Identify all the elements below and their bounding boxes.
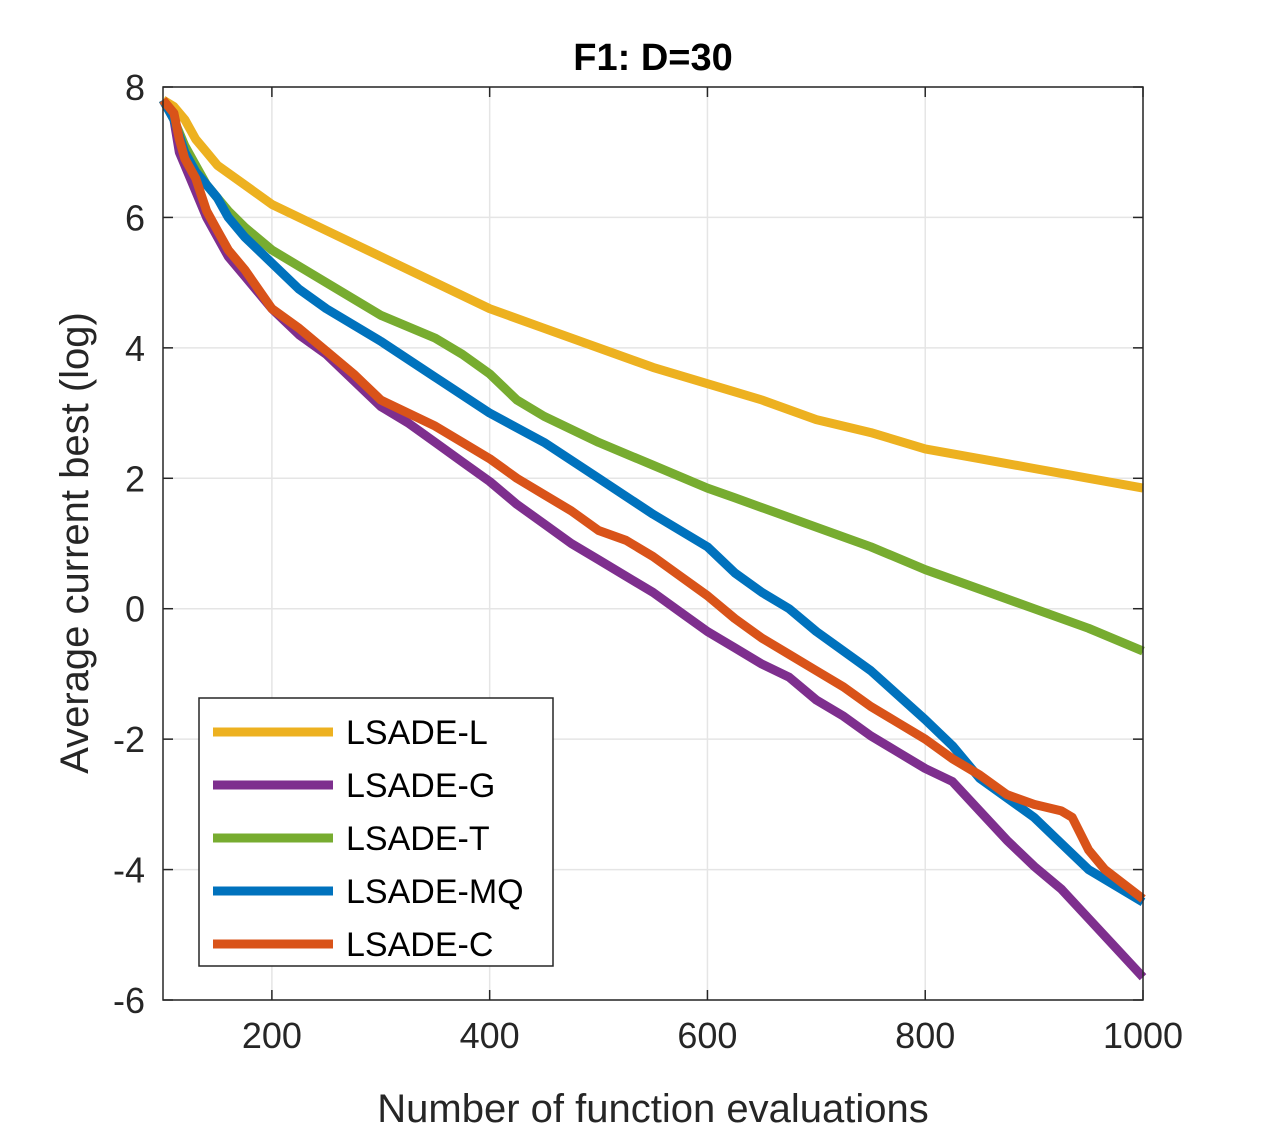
y-axis-label: Average current best (log)	[53, 312, 97, 774]
x-tick-label: 800	[895, 1015, 955, 1056]
series-line-lsade-c	[159, 97, 1146, 903]
x-tick-label: 200	[242, 1015, 302, 1056]
y-tick-label: 4	[125, 328, 145, 369]
legend-label-lsade-l: LSADE-L	[346, 714, 488, 752]
y-axis-ticks: -6 -4 -2 0 2 4 6 8	[113, 67, 1143, 1021]
x-tick-label: 400	[460, 1015, 520, 1056]
y-tick-label: 2	[125, 458, 145, 499]
chart-title: F1: D=30	[573, 37, 732, 79]
legend-label-lsade-t: LSADE-T	[346, 820, 490, 858]
legend-label-lsade-g: LSADE-G	[346, 767, 495, 805]
legend-label-lsade-c: LSADE-C	[346, 926, 493, 964]
x-axis-label: Number of function evaluations	[377, 1087, 928, 1131]
y-tick-label: 8	[125, 67, 145, 108]
legend-box	[198, 697, 554, 967]
x-tick-label: 1000	[1103, 1015, 1183, 1056]
legend: LSADE-L LSADE-G LSADE-T LSADE-MQ LSADE-C	[198, 697, 554, 967]
series-lines	[159, 96, 1147, 981]
x-axis-ticks: 200 400 600 800 1000	[242, 87, 1183, 1056]
x-tick-label: 600	[677, 1015, 737, 1056]
y-tick-label: 6	[125, 197, 145, 238]
y-tick-label: -6	[113, 980, 145, 1021]
y-tick-label: -2	[113, 719, 145, 760]
axes-box	[162, 86, 1144, 1001]
y-tick-label: -4	[113, 850, 145, 891]
legend-label-lsade-mq: LSADE-MQ	[346, 873, 524, 911]
series-line-lsade-l	[160, 96, 1144, 493]
y-tick-label: 0	[125, 589, 145, 630]
